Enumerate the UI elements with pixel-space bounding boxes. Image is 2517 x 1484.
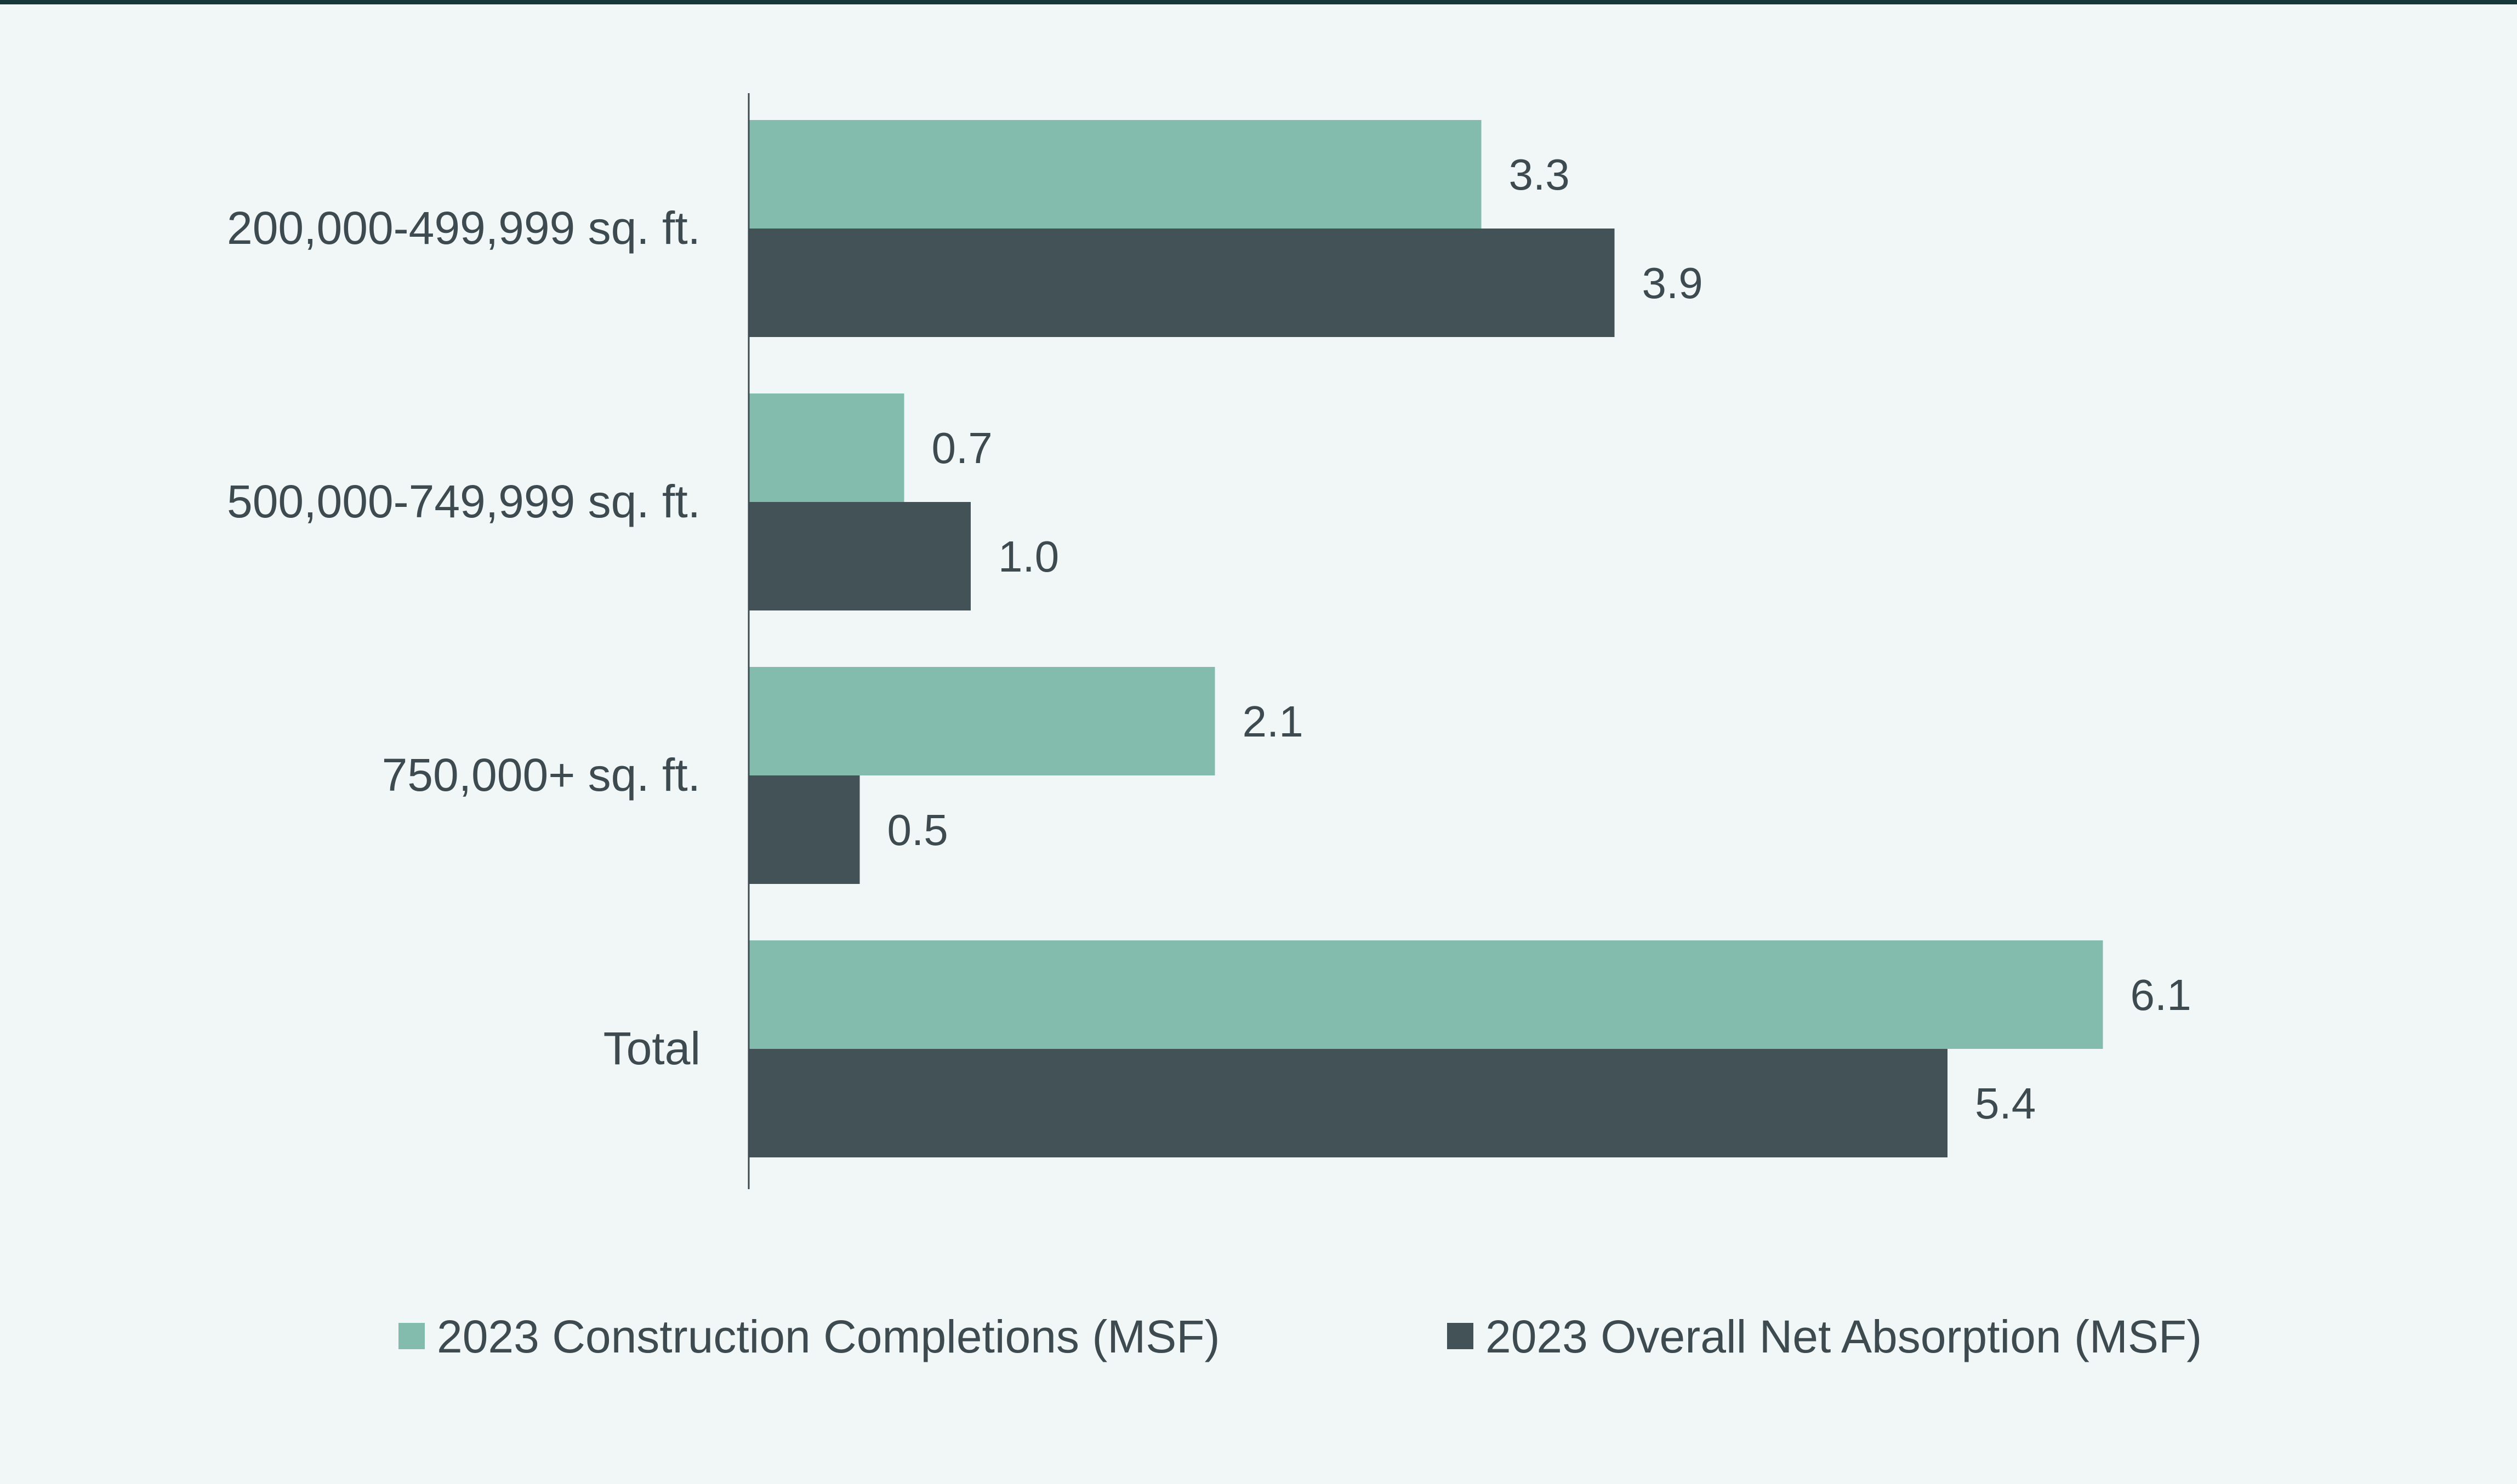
bar-series2-500-000-749-999-sq-ft: [749, 502, 971, 610]
category-label-total: Total: [603, 1023, 701, 1074]
value-label-series1-200-000-499-999-sq-ft: 3.3: [1509, 150, 1570, 199]
category-label-200-000-499-999-sq-ft: 200,000-499,999 sq. ft.: [227, 202, 701, 254]
category-label-750-000-sq-ft: 750,000+ sq. ft.: [382, 749, 701, 801]
bar-series1-750-000-sq-ft: [749, 667, 1215, 775]
value-label-series2-total: 5.4: [1975, 1079, 2036, 1128]
bar-series2-total: [749, 1049, 1947, 1157]
value-label-series1-750-000-sq-ft: 2.1: [1243, 697, 1303, 746]
value-label-series2-200-000-499-999-sq-ft: 3.9: [1642, 259, 1703, 307]
bar-series2-750-000-sq-ft: [749, 775, 860, 884]
legend-label-series2: 2023 Overall Net Absorption (MSF): [1485, 1311, 2202, 1362]
bar-series1-500-000-749-999-sq-ft: [749, 393, 904, 502]
labels-layer: 200,000-499,999 sq. ft. 3.3 3.9 500,000-749…: [227, 150, 2191, 1128]
value-label-series2-500-000-749-999-sq-ft: 1.0: [998, 532, 1059, 581]
bars-layer: [749, 120, 2103, 1157]
category-label-500-000-749-999-sq-ft: 500,000-749,999 sq. ft.: [227, 476, 701, 527]
legend-swatch-series2: [1447, 1323, 1473, 1349]
value-label-series1-total: 6.1: [2131, 971, 2191, 1019]
value-label-series2-750-000-sq-ft: 0.5: [887, 806, 948, 854]
bar-series1-total: [749, 940, 2103, 1049]
bar-series2-200-000-499-999-sq-ft: [749, 229, 1615, 337]
legend-swatch-series1: [398, 1323, 425, 1349]
value-label-series1-500-000-749-999-sq-ft: 0.7: [932, 424, 993, 472]
bar-series1-200-000-499-999-sq-ft: [749, 120, 1482, 229]
top-border-rule: [0, 0, 2517, 4]
legend: 2023 Construction Completions (MSF) 2023 …: [398, 1311, 2202, 1362]
legend-label-series1: 2023 Construction Completions (MSF): [437, 1311, 1220, 1362]
